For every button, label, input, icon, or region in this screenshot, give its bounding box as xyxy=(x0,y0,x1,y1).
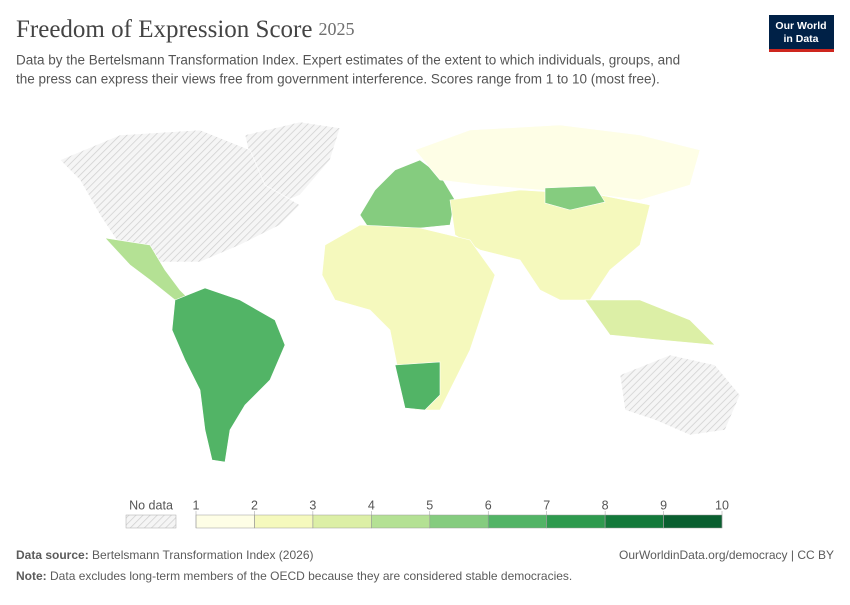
south-america xyxy=(171,287,286,463)
legend-tick-label: 2 xyxy=(251,498,258,512)
mongolia xyxy=(544,185,606,211)
legend-bin xyxy=(429,514,489,529)
legend-tick-label: 5 xyxy=(426,498,433,512)
legend-bin xyxy=(254,514,314,529)
legend-tick-label: 6 xyxy=(485,498,492,512)
legend-tick-label: 10 xyxy=(715,498,729,512)
legend-tick-label: 9 xyxy=(660,498,667,512)
legend-bin xyxy=(195,514,255,529)
legend: No data 1 2 3 4 5 6 7 8 9 10 xyxy=(125,498,729,529)
legend-tick-label: 8 xyxy=(602,498,609,512)
no-data-swatch xyxy=(125,514,177,529)
north-america xyxy=(59,129,301,263)
source: Data source: Bertelsmann Transformation … xyxy=(16,548,314,562)
legend-bin xyxy=(487,514,547,529)
legend-bin xyxy=(663,514,723,529)
title: Freedom of Expression Score 2025 xyxy=(16,16,354,43)
logo-text: Our World xyxy=(775,20,826,32)
africa xyxy=(321,224,496,411)
no-data-label: No data xyxy=(129,498,173,512)
url[interactable]: OurWorldinData.org/democracy | CC BY xyxy=(619,548,834,562)
world-map xyxy=(59,121,741,463)
legend-tick-label: 7 xyxy=(543,498,550,512)
logo-text: in Data xyxy=(783,33,818,45)
legend-tick-label: 3 xyxy=(309,498,316,512)
southeast-asia xyxy=(584,299,716,346)
russia xyxy=(414,124,701,201)
legend-bin xyxy=(312,514,372,529)
legend-bin xyxy=(371,514,431,529)
note: Note: Data excludes long-term members of… xyxy=(16,569,572,583)
legend-bin xyxy=(604,514,664,529)
australia xyxy=(619,354,741,436)
logo[interactable]: Our World in Data xyxy=(769,15,834,52)
legend-tick-label: 4 xyxy=(368,498,375,512)
southern-africa xyxy=(394,361,441,411)
subtitle: the press can express their views free f… xyxy=(16,72,660,87)
legend-tick-label: 1 xyxy=(193,498,200,512)
subtitle: Data by the Bertelsmann Transformation I… xyxy=(16,53,680,68)
legend-bin xyxy=(546,514,606,529)
